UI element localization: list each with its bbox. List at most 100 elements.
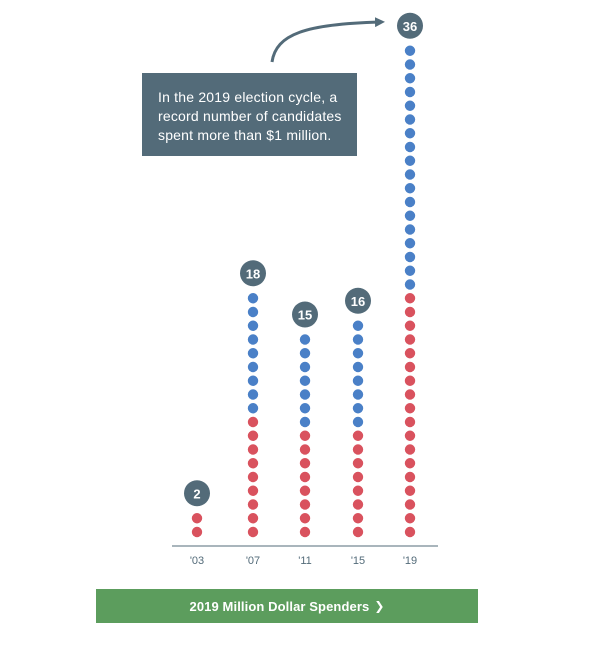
dot-blue xyxy=(404,224,416,235)
dot-red xyxy=(404,348,416,359)
dot-red xyxy=(352,458,364,469)
dot-blue xyxy=(404,251,416,263)
dot-blue xyxy=(299,375,311,386)
dot-blue xyxy=(352,334,364,345)
dot-blue xyxy=(247,306,259,318)
dot-red xyxy=(404,361,416,373)
total-label: 18 xyxy=(246,266,260,281)
dot-red xyxy=(247,416,259,428)
x-tick-label: '19 xyxy=(403,555,417,567)
dot-blue xyxy=(299,334,311,345)
dot-blue xyxy=(404,183,416,194)
dot-blue xyxy=(404,100,416,111)
dot-blue xyxy=(404,59,416,70)
dot-blue xyxy=(404,128,416,139)
dot-red xyxy=(299,485,311,496)
dot-red xyxy=(299,444,311,455)
dot-blue xyxy=(247,375,259,386)
dot-red xyxy=(191,513,203,524)
dot-blue xyxy=(404,114,416,125)
dot-blue xyxy=(247,403,259,414)
dot-red xyxy=(352,526,364,538)
dot-red xyxy=(404,416,416,428)
dot-blue xyxy=(404,45,416,56)
annotation-callout: In the 2019 election cycle, a record num… xyxy=(142,73,357,156)
dot-red xyxy=(191,526,203,538)
cta-label: 2019 Million Dollar Spenders xyxy=(189,598,370,614)
dot-red xyxy=(247,499,259,510)
dot-blue xyxy=(247,293,259,304)
dot-blue xyxy=(247,361,259,373)
dot-red xyxy=(299,430,311,441)
dot-red xyxy=(404,444,416,455)
dot-blue xyxy=(404,265,416,276)
dot-blue xyxy=(299,348,311,359)
dot-blue xyxy=(299,389,311,400)
million-dollar-spenders-button[interactable]: 2019 Million Dollar Spenders ❯ xyxy=(96,589,478,623)
dot-blue xyxy=(404,210,416,221)
dot-blue xyxy=(299,403,311,414)
total-badge xyxy=(397,12,423,39)
dot-red xyxy=(404,458,416,469)
dot-red xyxy=(247,444,259,455)
dot-red xyxy=(404,389,416,400)
dot-red xyxy=(404,403,416,414)
dot-blue xyxy=(404,73,416,84)
dot-red xyxy=(299,458,311,469)
dot-blue xyxy=(247,334,259,345)
total-label: 36 xyxy=(403,19,417,34)
dot-red xyxy=(404,334,416,345)
chevron-right-icon: ❯ xyxy=(374,599,385,613)
dot-red xyxy=(352,513,364,524)
dot-blue xyxy=(352,389,364,400)
dot-blue xyxy=(352,361,364,373)
dot-red xyxy=(404,471,416,483)
total-label: 2 xyxy=(193,486,200,501)
dot-red xyxy=(299,499,311,510)
dot-red xyxy=(247,513,259,524)
dot-red xyxy=(247,485,259,496)
dot-red xyxy=(299,471,311,483)
dot-blue xyxy=(352,320,364,331)
callout-arrow-icon xyxy=(270,17,385,63)
dot-blue xyxy=(247,389,259,400)
dot-red xyxy=(352,444,364,455)
dot-blue xyxy=(404,155,416,166)
total-badge xyxy=(240,260,266,287)
dot-blue xyxy=(404,279,416,290)
dot-red xyxy=(352,499,364,510)
dot-red xyxy=(247,471,259,483)
dot-blue xyxy=(404,86,416,98)
x-tick-label: '15 xyxy=(351,555,365,567)
dot-red xyxy=(404,430,416,441)
total-label: 15 xyxy=(298,308,312,323)
dot-red xyxy=(404,306,416,318)
total-badge xyxy=(345,287,371,314)
dot-chart: 2 18 15 16 36 '03 '07 '11 '15 '19 xyxy=(172,12,438,567)
total-badge xyxy=(292,301,318,328)
dot-blue xyxy=(299,361,311,373)
dot-red xyxy=(299,513,311,524)
dot-red xyxy=(247,458,259,469)
dot-blue xyxy=(404,196,416,208)
dot-red xyxy=(404,499,416,510)
dot-red xyxy=(247,526,259,538)
x-tick-label: '03 xyxy=(190,555,204,567)
dot-blue xyxy=(247,320,259,331)
dot-blue xyxy=(299,416,311,428)
dot-red xyxy=(404,513,416,524)
x-tick-label: '11 xyxy=(298,555,312,567)
dot-blue xyxy=(404,141,416,153)
dot-blue xyxy=(404,169,416,180)
total-label: 16 xyxy=(351,294,365,309)
annotation-text: In the 2019 election cycle, a record num… xyxy=(158,89,342,143)
dot-red xyxy=(352,430,364,441)
dot-blue xyxy=(404,238,416,249)
x-tick-label: '07 xyxy=(246,555,260,567)
dot-red xyxy=(404,526,416,538)
dot-red xyxy=(404,485,416,496)
dot-red xyxy=(247,430,259,441)
dot-red xyxy=(404,375,416,386)
dot-blue xyxy=(352,403,364,414)
dot-blue xyxy=(352,348,364,359)
